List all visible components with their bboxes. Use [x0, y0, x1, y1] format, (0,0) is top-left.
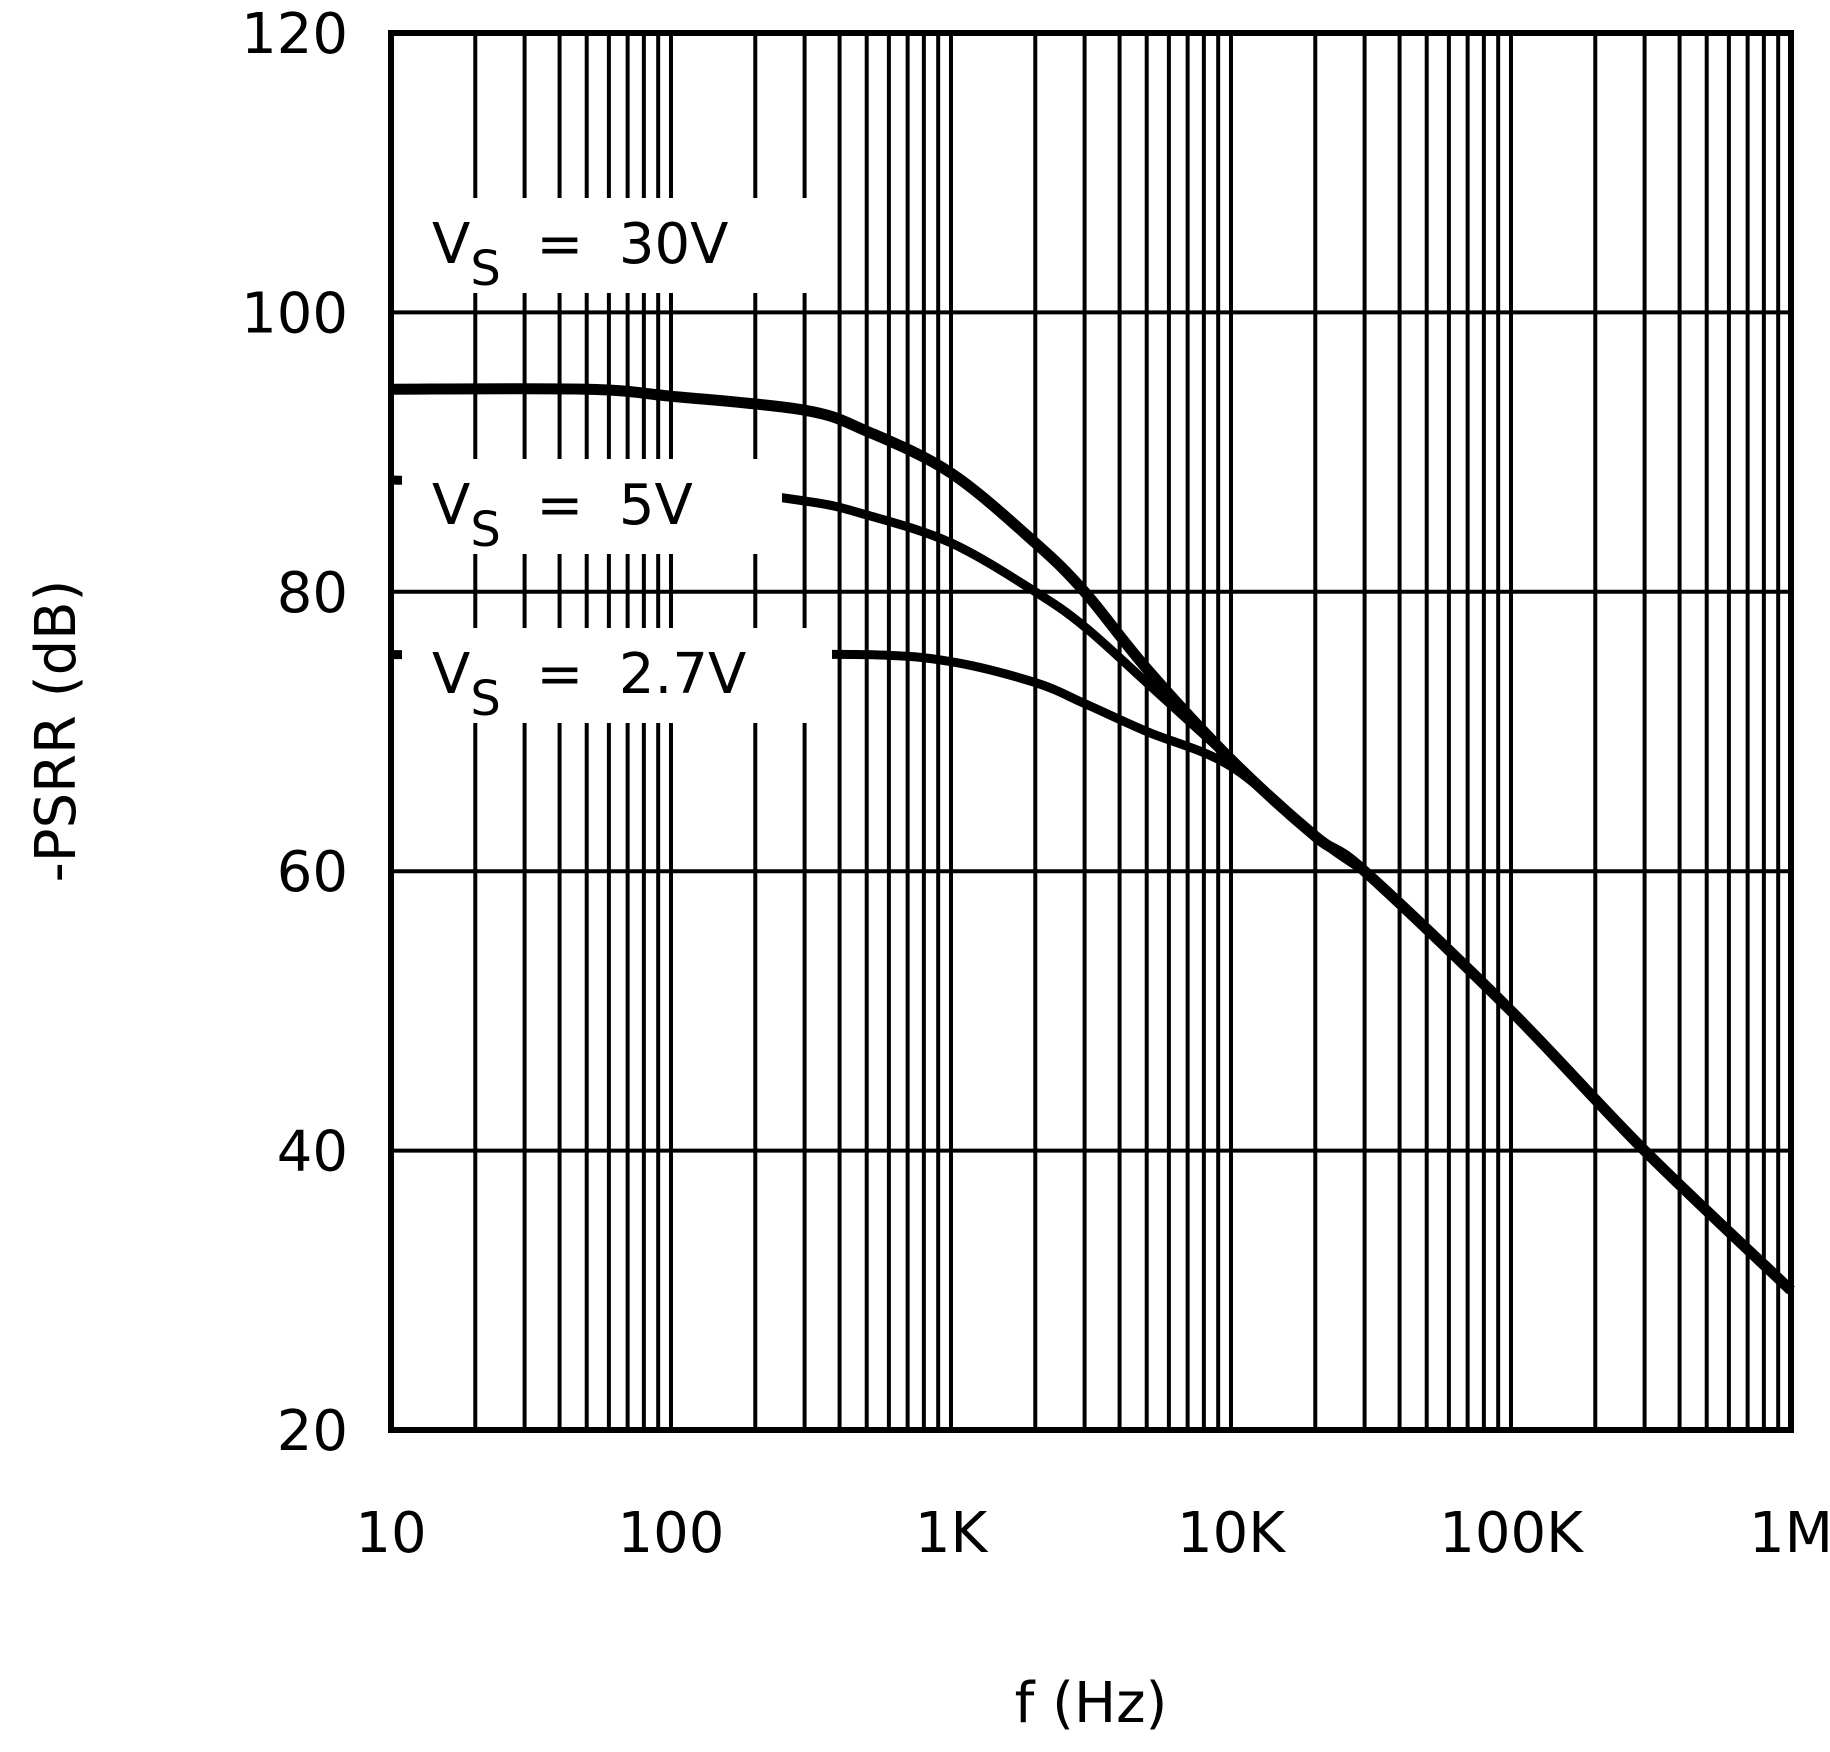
x-tick-label: 1M — [1749, 1501, 1830, 1566]
series-label: VS = 30V — [432, 212, 728, 297]
y-tick-label: 80 — [277, 561, 348, 626]
plot-frame — [388, 30, 1794, 1433]
series-label-background — [402, 198, 832, 293]
series-label: VS = 2.7V — [432, 642, 746, 727]
y-tick-labels: 20 40 60 80 100 120 — [241, 2, 348, 1464]
x-tick-label: 10K — [1177, 1501, 1286, 1566]
series-label-background — [402, 628, 832, 723]
y-tick-label: 40 — [277, 1120, 348, 1185]
x-axis-label: f (Hz) — [1015, 1671, 1168, 1736]
y-tick-label: 120 — [241, 2, 348, 67]
series-line — [390, 383, 1795, 1295]
x-tick-label: 10 — [355, 1501, 426, 1566]
series-label-background — [402, 459, 782, 554]
y-tick-label: 20 — [277, 1399, 348, 1464]
y-tick-label: 100 — [241, 281, 348, 346]
x-tick-label: 100 — [618, 1501, 725, 1566]
y-tick-label: 60 — [277, 840, 348, 905]
x-tick-labels: 10 100 1K 10K 100K 1M — [355, 1501, 1830, 1566]
x-tick-label: 1K — [915, 1501, 989, 1566]
x-tick-label: 100K — [1439, 1501, 1584, 1566]
series-labels: VS = 30V VS = 5V VS = 2.7V — [402, 198, 832, 727]
series-label: VS = 5V — [432, 473, 693, 558]
y-axis-label: -PSRR (dB) — [24, 580, 89, 883]
